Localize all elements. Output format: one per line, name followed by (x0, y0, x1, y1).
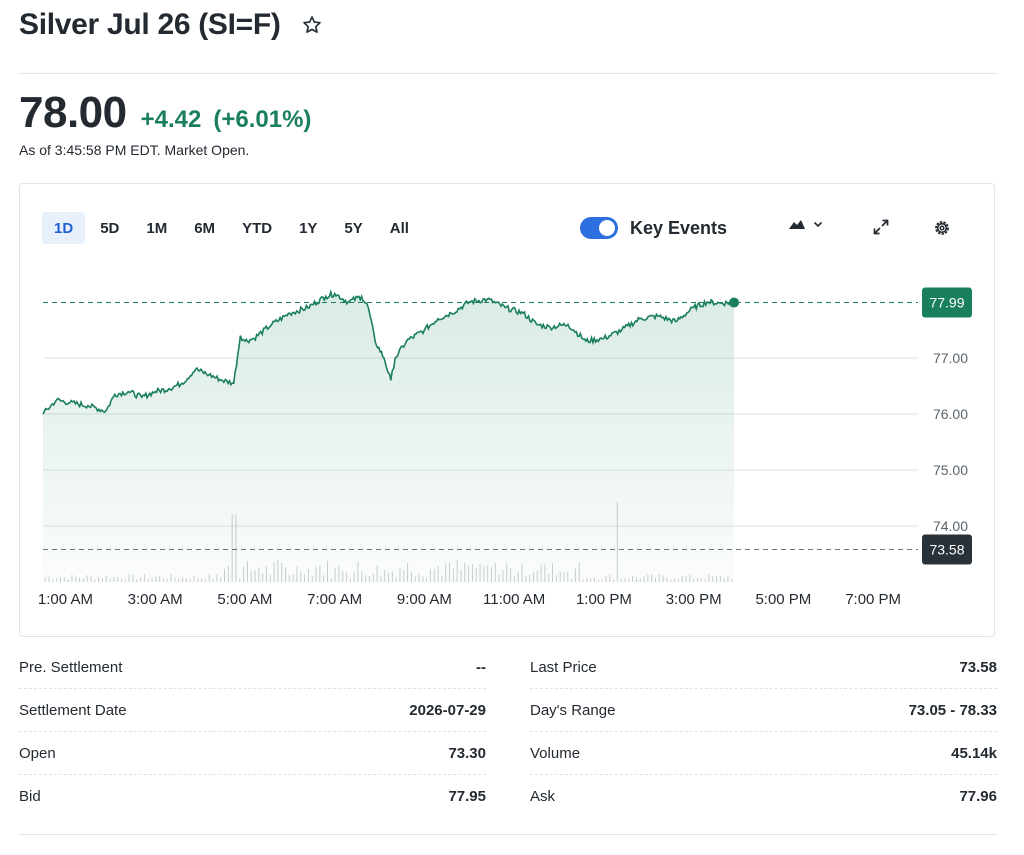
stat-value: 77.95 (448, 788, 486, 805)
x-tick-label: 1:00 AM (38, 591, 93, 608)
chart-type-button[interactable] (788, 218, 824, 230)
x-tick-label: 1:00 PM (576, 591, 632, 608)
previous-close-tag: 73.58 (929, 542, 964, 558)
stat-row: Ask 77.96 (530, 775, 997, 818)
stat-row: Settlement Date 2026-07-29 (19, 689, 486, 732)
x-tick-label: 5:00 AM (217, 591, 272, 608)
reference-lines: 77.99 73.58 (43, 287, 972, 565)
stat-row: Volume 45.14k (530, 732, 997, 775)
settings-button[interactable] (932, 218, 952, 238)
expand-icon (873, 219, 889, 235)
stat-value: 45.14k (951, 744, 997, 762)
stat-value: 73.58 (959, 658, 997, 676)
current-price: 78.00 (19, 88, 127, 137)
range-tab-5d[interactable]: 5D (100, 219, 120, 237)
price-change: +4.42 (140, 106, 202, 133)
stats-column-right: Last Price 73.58 Day's Range 73.05 - 78.33 V… (530, 646, 997, 818)
price-change-percent: (+6.01%) (213, 106, 312, 133)
stat-label: Last Price (530, 658, 597, 676)
stat-row: Last Price 73.58 (530, 646, 997, 689)
stat-label: Open (19, 744, 56, 762)
chevron-down-icon (813, 221, 823, 228)
range-tab-1d[interactable]: 1D (42, 212, 86, 244)
x-tick-label: 11:00 AM (483, 591, 545, 608)
stat-label: Volume (530, 744, 581, 762)
stat-row: Pre. Settlement -- (19, 646, 486, 689)
stat-value: 2026-07-29 (409, 701, 486, 719)
range-tab-1y[interactable]: 1Y (299, 219, 318, 237)
key-events-label: Key Events (630, 217, 728, 238)
last-price-dot (729, 297, 740, 308)
footer-divider (19, 834, 997, 835)
range-tabs: 1D 5D 1M 6M YTD 1Y 5Y All (42, 212, 424, 244)
stat-value: -- (476, 658, 486, 676)
page-header: Silver Jul 26 (SI=F) (19, 8, 323, 42)
x-tick-label: 3:00 AM (128, 591, 183, 608)
mountain-chart-icon (789, 220, 805, 229)
y-tick-label: 77.00 (933, 350, 968, 366)
range-tab-all[interactable]: All (389, 219, 409, 237)
range-tab-ytd[interactable]: YTD (242, 219, 273, 237)
stat-label: Settlement Date (19, 701, 127, 719)
stat-value: 73.30 (448, 744, 486, 762)
quote-timestamp: As of 3:45:58 PM EDT. Market Open. (19, 142, 250, 158)
x-tick-label: 5:00 PM (755, 591, 811, 608)
y-tick-label: 74.00 (933, 518, 968, 534)
stat-label: Bid (19, 788, 41, 805)
range-tab-1m[interactable]: 1M (146, 219, 168, 237)
current-price-tag-bg (922, 287, 972, 318)
toggle-switch[interactable] (580, 217, 618, 239)
stat-label: Ask (530, 788, 556, 805)
quote-price-row: 78.00 +4.42 (+6.01%) (19, 88, 311, 138)
y-axis-labels: 77.00 76.00 75.00 74.00 (933, 350, 968, 534)
x-tick-label: 3:00 PM (666, 591, 722, 608)
toggle-knob (599, 220, 615, 236)
x-tick-label: 7:00 AM (307, 591, 362, 608)
stat-row: Open 73.30 (19, 732, 486, 775)
current-price-tag: 77.99 (929, 295, 964, 311)
page-title: Silver Jul 26 (SI=F) (19, 8, 281, 41)
y-tick-label: 76.00 (933, 406, 968, 422)
stat-value: 73.05 - 78.33 (908, 701, 997, 719)
star-icon[interactable] (301, 14, 323, 36)
price-area (43, 292, 734, 582)
fullscreen-button[interactable] (872, 218, 890, 236)
x-tick-label: 7:00 PM (845, 591, 901, 608)
chart-card: 1D 5D 1M 6M YTD 1Y 5Y All Key Events (19, 183, 995, 637)
x-tick-label: 9:00 AM (397, 591, 452, 608)
key-events-toggle[interactable]: Key Events (580, 217, 727, 239)
stat-row: Day's Range 73.05 - 78.33 (530, 689, 997, 732)
stat-row: Bid 77.95 (19, 775, 486, 818)
stat-value: 77.96 (959, 788, 997, 805)
y-tick-label: 75.00 (933, 462, 968, 478)
stat-label: Pre. Settlement (19, 658, 123, 676)
gear-icon (935, 221, 949, 235)
header-divider (19, 73, 997, 74)
range-tab-6m[interactable]: 6M (194, 219, 216, 237)
x-axis-labels: 1:00 AM 3:00 AM 5:00 AM 7:00 AM 9:00 AM 11:00… (38, 591, 901, 608)
stat-label: Day's Range (530, 701, 616, 719)
price-line (42, 288, 735, 415)
previous-close-tag-bg (922, 534, 972, 565)
price-chart[interactable]: 77.99 73.58 77.00 76.00 75.00 74.00 1:00 AM 3… (20, 184, 994, 636)
range-tab-5y[interactable]: 5Y (344, 219, 363, 237)
stats-column-left: Pre. Settlement -- Settlement Date 2026-07-… (19, 646, 486, 818)
